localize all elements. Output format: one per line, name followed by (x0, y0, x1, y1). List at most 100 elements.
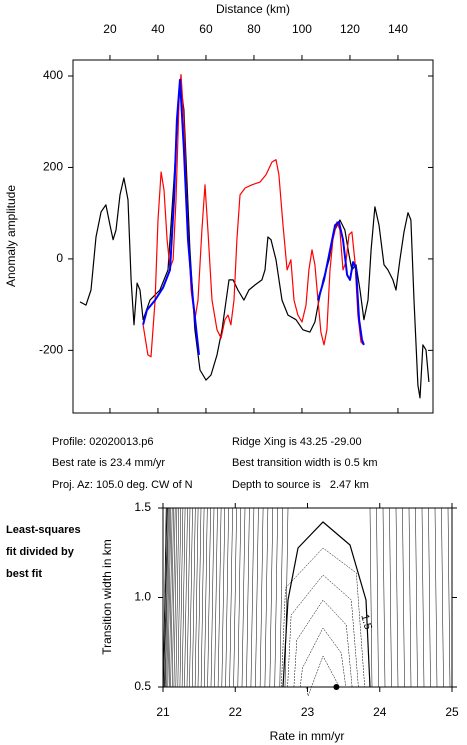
contour-line (434, 507, 438, 688)
contour-line (237, 507, 242, 688)
contour-line (225, 507, 229, 688)
x-tick-label: 140 (388, 22, 408, 36)
x-tick-label: 120 (340, 22, 360, 36)
contour-line (269, 507, 274, 688)
contour-line (428, 507, 431, 688)
contour-line (170, 507, 174, 688)
contour-line (192, 507, 196, 688)
y-tick-label: 200 (43, 160, 63, 174)
x-tick-label: 80 (247, 22, 261, 36)
plot-frame (72, 59, 434, 414)
contour-line (163, 507, 168, 688)
annotation: Profile: 02020013.p6 (52, 436, 154, 448)
contour-line (282, 521, 371, 688)
contour-line (395, 507, 399, 688)
contour-line (162, 507, 167, 688)
contour-line (369, 507, 373, 688)
note: best fit (6, 568, 42, 580)
contour-line (389, 507, 392, 688)
data-line (142, 78, 200, 356)
contour-label: 1.5 (358, 613, 374, 631)
data-line (317, 220, 365, 346)
contour-line (306, 655, 340, 697)
contour-line (194, 507, 199, 688)
contour-line (250, 507, 255, 688)
contour-line (447, 507, 451, 688)
annotation: Proj. Az: 105.0 deg. CW of N (52, 479, 193, 491)
contour-line (421, 507, 425, 688)
x-tick-label: 20 (103, 22, 117, 36)
contour-line (415, 507, 418, 688)
contour-line (197, 507, 202, 688)
contour-line (246, 507, 250, 688)
x-axis-label: Distance (km) (216, 2, 290, 16)
note: fit divided by (6, 546, 75, 558)
annotation: Best rate is 23.4 mm/yr (52, 457, 165, 469)
contour-line (402, 507, 405, 688)
contour-line (210, 507, 215, 688)
x-tick-label: 40 (151, 22, 165, 36)
contour-line (259, 507, 264, 688)
contour-line (181, 507, 186, 688)
note: Least-squares (6, 524, 81, 536)
contour-line (233, 507, 237, 688)
contour-line (241, 507, 246, 688)
x-tick-label: 100 (292, 22, 312, 36)
contour-line (284, 507, 289, 688)
contour-line (255, 507, 259, 688)
contour-line (171, 507, 176, 688)
contour-line (167, 507, 172, 688)
contour-line (165, 507, 169, 688)
annotation: Ridge Xing is 43.25 -29.00 (232, 436, 362, 448)
contour-line (279, 507, 284, 688)
contour-line (287, 574, 359, 688)
contour-line (299, 627, 347, 688)
y-tick-label: -200 (39, 343, 63, 357)
contour-line (173, 507, 178, 688)
data-line (142, 74, 365, 358)
x-tick-label: 23 (301, 705, 315, 719)
x-tick-label: 24 (373, 705, 387, 719)
contour-line (274, 507, 278, 688)
best-fit-point (333, 684, 340, 690)
y-axis-label: Anomaly amplitude (4, 185, 18, 287)
contour-line (184, 507, 188, 688)
contour-line (441, 507, 444, 688)
contour-line (229, 507, 233, 688)
y-axis-label: Transition width in km (100, 539, 114, 655)
y-tick-label: 1.0 (134, 590, 151, 604)
contour-line (264, 507, 269, 688)
y-tick-label: 0 (56, 251, 63, 265)
contour-line (214, 507, 218, 688)
x-axis-label: Rate in mm/yr (270, 729, 345, 743)
x-tick-label: 60 (199, 22, 213, 36)
y-tick-label: 400 (43, 68, 63, 82)
contour-line (168, 507, 173, 688)
contour-line (177, 507, 182, 688)
annotation: Depth to source is 2.47 km (232, 479, 369, 491)
contour-line (204, 507, 208, 688)
y-tick-label: 0.5 (134, 679, 151, 693)
contour-line (175, 507, 180, 688)
contour-line (200, 507, 205, 688)
contour-line (186, 507, 191, 688)
x-tick-label: 21 (156, 705, 170, 719)
contour-line (189, 507, 193, 688)
annotation: Best transition width is 0.5 km (232, 457, 378, 469)
contour-line (408, 507, 412, 688)
contour-line (376, 507, 379, 688)
contour-line (382, 507, 386, 688)
contour-line (217, 507, 222, 688)
y-tick-label: 1.5 (134, 500, 151, 514)
contour-line (164, 507, 169, 688)
contour-line (179, 507, 184, 688)
contour-line (163, 507, 167, 688)
contour-line (166, 507, 170, 688)
contour-line (281, 547, 365, 688)
contour-line (207, 507, 211, 688)
x-tick-label: 25 (445, 705, 459, 719)
contour-line (293, 599, 353, 688)
